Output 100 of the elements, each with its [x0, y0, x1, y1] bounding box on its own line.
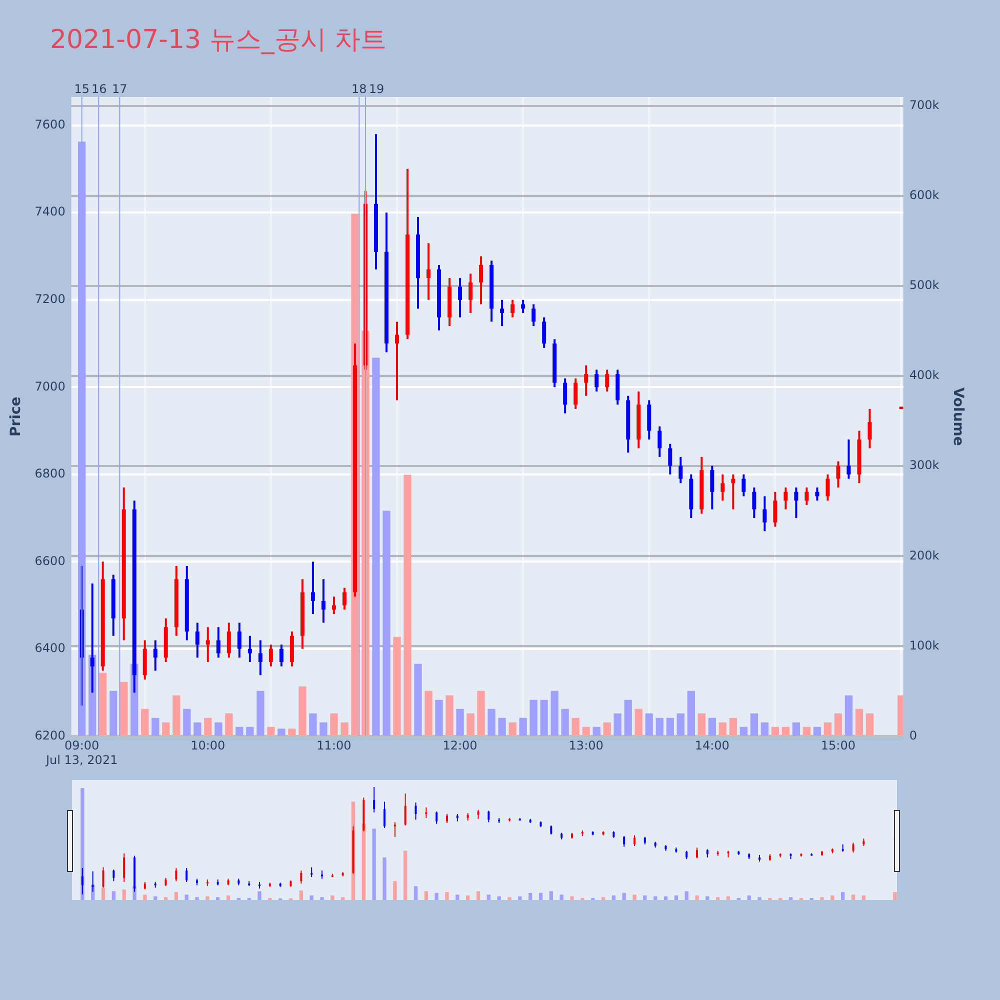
bar [267, 726, 275, 736]
bar [404, 474, 412, 736]
candlestick [216, 626, 220, 659]
bar [834, 713, 842, 736]
x-tick-label: 11:00 [316, 738, 352, 753]
bar [813, 726, 822, 736]
bar [676, 713, 684, 736]
x-tick-label: 12:00 [442, 738, 478, 753]
candlestick [804, 486, 809, 506]
candlestick [310, 560, 315, 616]
bar [172, 695, 180, 736]
bar [519, 718, 527, 736]
y-tick-label: 6400 [34, 641, 66, 656]
y2-tick-label: 600k [909, 188, 940, 202]
candlestick [668, 442, 672, 476]
y-tick-label: 7200 [34, 292, 66, 306]
bar [897, 695, 904, 736]
bar [508, 722, 516, 736]
bar [656, 718, 664, 736]
bar [309, 713, 317, 736]
y2-axis-title: Volume [950, 387, 966, 446]
bar [372, 358, 380, 736]
candlestick [195, 622, 200, 659]
candlestick [815, 486, 820, 502]
bar [446, 695, 454, 736]
bar [320, 722, 328, 736]
bar [256, 690, 264, 736]
candlestick [742, 473, 746, 498]
ref-line-label: 18 [352, 82, 367, 96]
ref-line-label: 15 [74, 82, 90, 96]
bar [477, 690, 485, 736]
y2-tick-label: 200k [909, 548, 940, 562]
candlestick [762, 495, 767, 532]
bar [782, 726, 790, 736]
bar [120, 682, 128, 736]
y-tick-label: 7400 [34, 204, 66, 219]
bar [844, 695, 853, 736]
chart-title: 2021-07-13 뉴스_공시 차트 [50, 24, 387, 57]
bar [634, 708, 642, 736]
candlestick [868, 408, 872, 450]
candlestick [784, 486, 788, 510]
candlestick [332, 596, 336, 616]
bar [183, 708, 191, 736]
candlestick [594, 368, 599, 393]
bar [740, 726, 748, 736]
candlestick [794, 486, 798, 520]
ref-line-label: 19 [368, 82, 384, 96]
y2-tick-label: 100k [909, 638, 940, 652]
candlestick [90, 582, 94, 694]
candlestick [510, 298, 515, 318]
bar [194, 722, 202, 736]
x-tick-label: 15:00 [820, 738, 856, 753]
candlestick [752, 486, 756, 520]
y-axis-title: Price [8, 396, 24, 436]
candlestick [206, 626, 210, 664]
bar [393, 636, 401, 736]
bar [550, 690, 558, 736]
candlestick [720, 473, 725, 502]
candlestick [426, 242, 431, 301]
bar [162, 722, 170, 736]
bar [414, 664, 422, 736]
bar [141, 708, 149, 736]
y-tick-label: 7000 [34, 379, 66, 394]
bar [718, 722, 726, 736]
bar [802, 726, 811, 736]
bar [572, 718, 580, 736]
bar [214, 722, 222, 736]
bar [110, 690, 118, 736]
bar [225, 713, 233, 736]
bar [288, 728, 296, 736]
y-tick-label: 7600 [34, 117, 66, 132]
candlestick [226, 622, 231, 659]
x-tick-label: 14:00 [694, 738, 730, 753]
candlestick [521, 298, 526, 314]
candlestick [563, 377, 568, 414]
bar [855, 708, 864, 736]
bar [750, 713, 758, 736]
candlestick [846, 438, 851, 480]
y-tick-label: 6600 [34, 554, 66, 568]
candlestick [268, 644, 273, 668]
bar [824, 722, 832, 736]
bar [540, 700, 548, 736]
candlestick [532, 303, 536, 328]
candlestick [710, 464, 714, 510]
candlestick [342, 586, 346, 611]
bar [530, 700, 538, 736]
bar [498, 718, 506, 736]
bar [614, 713, 622, 736]
bar [698, 713, 706, 736]
x-tick-label: 10:00 [190, 738, 226, 753]
candlestick [574, 377, 578, 410]
bar [152, 718, 160, 736]
candlestick [500, 298, 504, 328]
candlestick [458, 277, 462, 318]
candlestick [279, 644, 284, 668]
candlestick [584, 364, 588, 397]
bar [582, 726, 590, 736]
bar [456, 708, 464, 736]
candlestick [248, 634, 252, 664]
bar [624, 700, 632, 736]
